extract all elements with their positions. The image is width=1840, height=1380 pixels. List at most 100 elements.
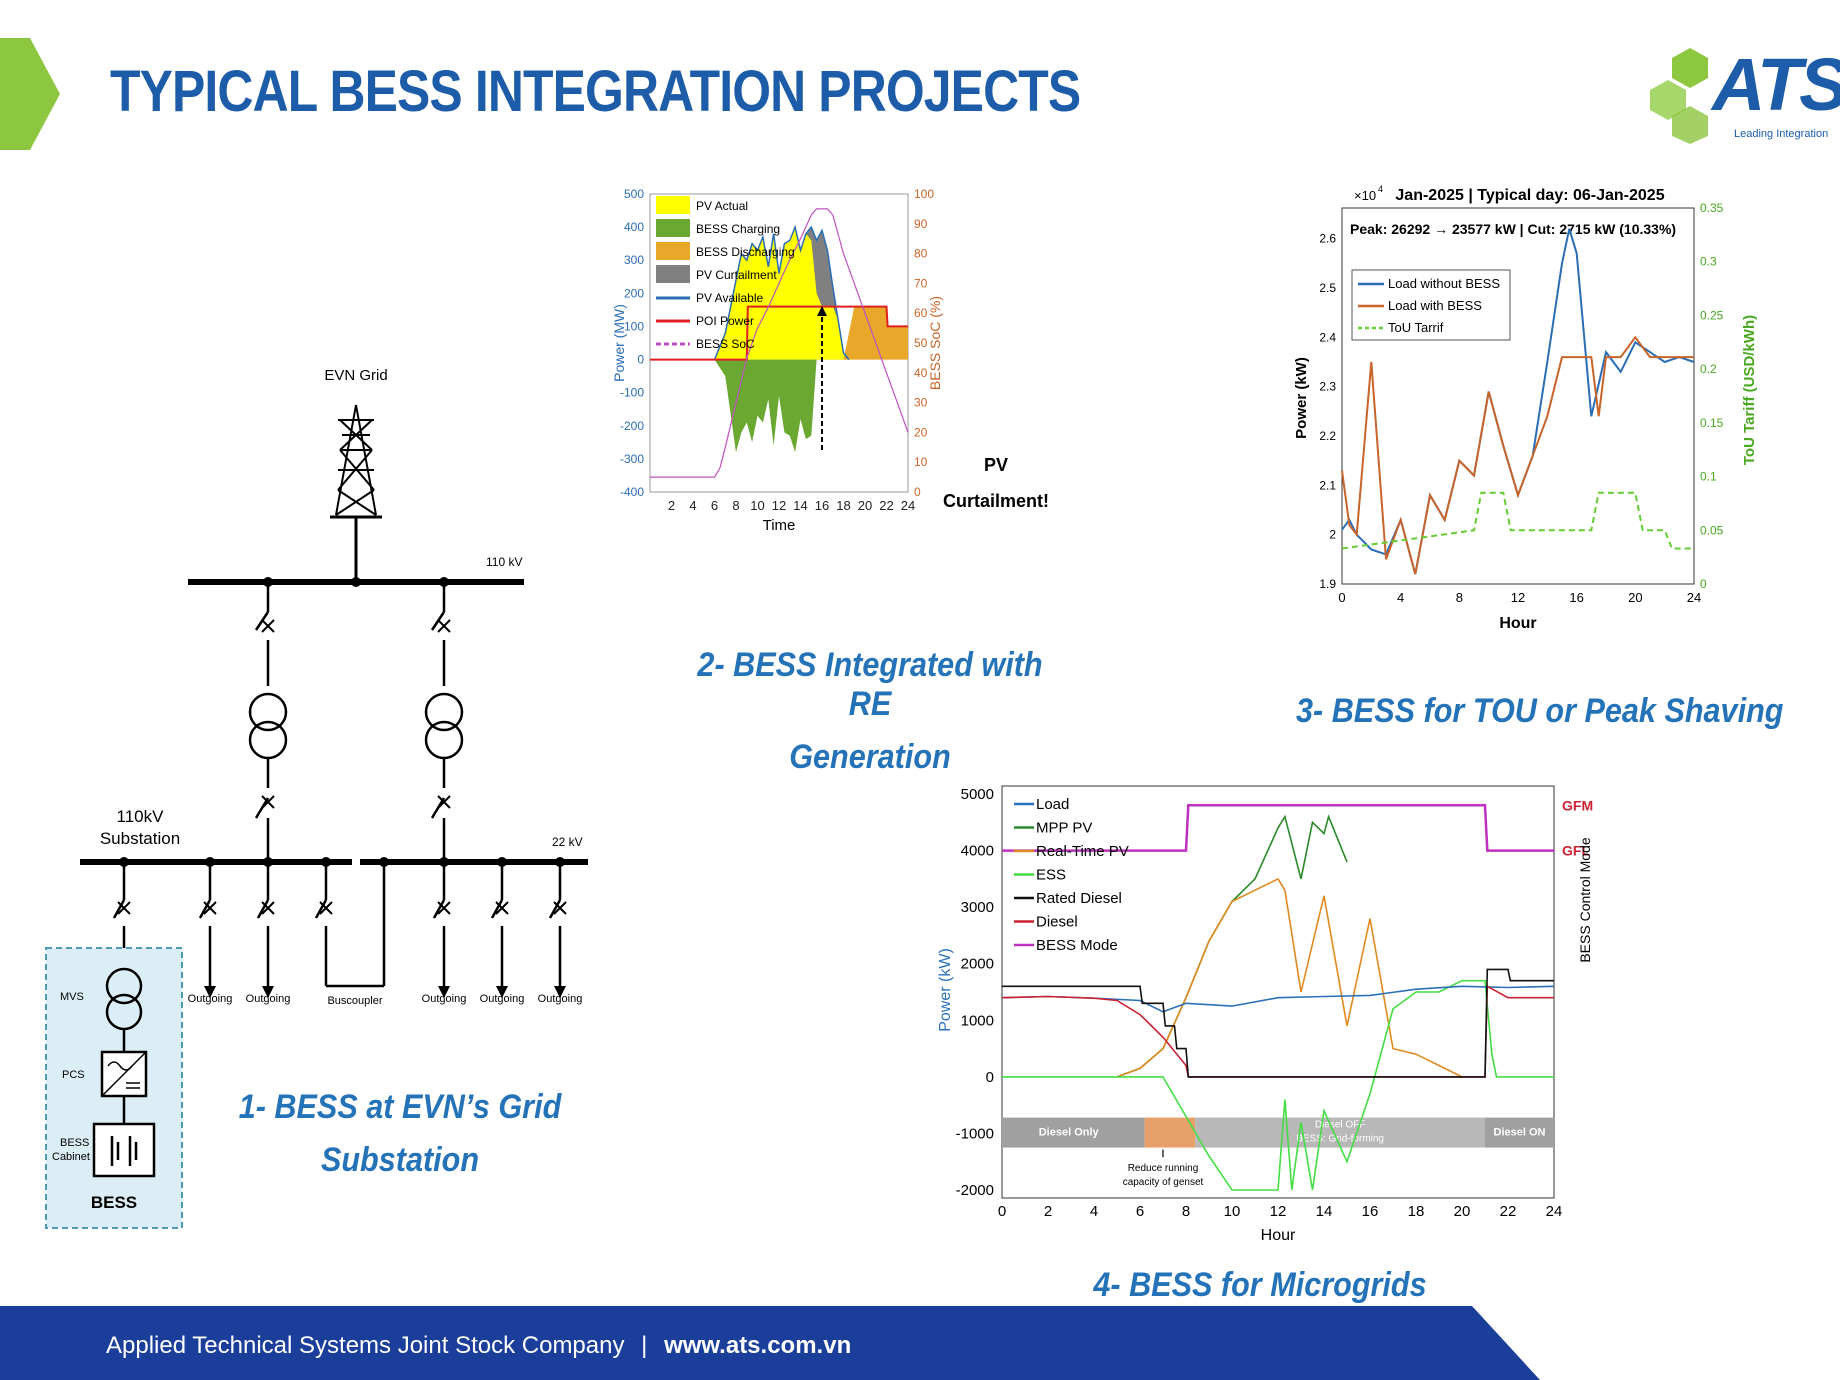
footer-bar: [0, 1306, 1540, 1380]
x-tick-label: 4: [689, 498, 696, 513]
annotation-curtailment: Curtailment!: [943, 491, 1049, 511]
y-tick-label: 4000: [961, 843, 994, 860]
logo-tagline: Leading Integration: [1734, 128, 1829, 140]
logo-text: ATS: [1712, 43, 1840, 126]
outgoing-label: Outgoing: [538, 993, 583, 1005]
x-tick-label: 8: [1182, 1203, 1190, 1220]
y-tick-label: 500: [624, 187, 644, 201]
x-tick-label: 6: [711, 498, 718, 513]
y-tick-label: 2.4: [1319, 330, 1336, 344]
legend-label: PV Actual: [696, 199, 748, 213]
caption-3: 3- BESS for TOU or Peak Shaving: [1296, 692, 1784, 730]
y-tick-label: 1000: [961, 1012, 994, 1029]
x-tick-label: 24: [901, 498, 915, 513]
y2-tick-label: 80: [914, 247, 928, 261]
y-tick-label: -200: [620, 419, 644, 433]
y2-tick-label: 0.25: [1700, 308, 1724, 322]
y-tick-label: 2: [1329, 528, 1336, 542]
y-tick-label: 5000: [961, 786, 994, 803]
x-tick-label: 24: [1546, 1203, 1563, 1220]
x-tick-label: 20: [858, 498, 872, 513]
legend-swatch: [656, 265, 690, 283]
arrow-head-icon: [817, 306, 827, 316]
footer-website-link[interactable]: www.ats.com.vn: [664, 1332, 852, 1359]
legend-label: Real-Time PV: [1036, 843, 1129, 860]
y2-tick-label: 70: [914, 276, 928, 290]
header-accent-chevron: [0, 38, 60, 150]
single-line-diagram: EVN Grid 110 kV 22 kV 110kV Substation M…: [45, 367, 588, 1229]
series-line: [1002, 968, 1554, 1078]
x-tick-label: 2: [668, 498, 675, 513]
x-tick-label: 24: [1687, 590, 1701, 605]
footer-separator: |: [641, 1332, 648, 1359]
caption-2: 2- BESS Integrated with RE Generation: [681, 646, 1059, 777]
y-tick-label: -300: [620, 452, 644, 466]
legend-label: Rated Diesel: [1036, 890, 1122, 907]
annotation-text: Reduce running: [1128, 1163, 1199, 1174]
legend-swatch: [656, 196, 690, 214]
chart-microgrid: Diesel Only Diesel OFF BESS: Grid-forming D…: [937, 785, 1593, 1244]
legend-label: Load: [1036, 796, 1069, 813]
y2-tick-label: 20: [914, 425, 928, 439]
legend-label: ESS: [1036, 867, 1066, 884]
x-tick-label: 20: [1628, 590, 1642, 605]
axis-multiplier: ×10: [1354, 188, 1376, 203]
bess-soc-line: [650, 208, 909, 478]
y2-tick-label: GFL: [1562, 843, 1590, 859]
legend-label: ToU Tarrif: [1388, 320, 1444, 335]
caption-1-line-1: 1- BESS at EVN’s Grid: [238, 1088, 562, 1126]
legend-label: BESS SoC: [696, 337, 755, 351]
battery-icon: [92, 1122, 156, 1178]
pcs-label: PCS: [62, 1069, 85, 1081]
band-diesel-off: [1195, 1117, 1485, 1148]
chart-re-generation: 5004003002001000-100-200-300-40010090807…: [611, 187, 1049, 534]
y-tick-label: 2.1: [1319, 478, 1336, 492]
y2-tick-label: 0.2: [1700, 362, 1717, 376]
legend-label: POI Power: [696, 314, 754, 328]
poi-power-line: [650, 305, 908, 361]
x-tick-label: 16: [815, 498, 829, 513]
grid-label: EVN Grid: [324, 367, 387, 384]
cabinet-label-2: Cabinet: [52, 1151, 90, 1163]
axis-multiplier-exp: 4: [1378, 184, 1383, 194]
outgoing-label: Outgoing: [188, 993, 233, 1005]
y-tick-label: 2.3: [1319, 380, 1336, 394]
y2-tick-label: 90: [914, 217, 928, 231]
chart-annotation: Peak: 26292 → 23577 kW | Cut: 2715 kW (1…: [1350, 221, 1676, 237]
x-tick-label: 8: [732, 498, 739, 513]
y2-axis-label: ToU Tariff (USD/kWh): [1741, 315, 1758, 465]
legend-swatch: [656, 242, 690, 260]
y-tick-label: 2.2: [1319, 429, 1336, 443]
x-tick-label: 0: [1338, 590, 1345, 605]
y-axis-label: Power (kW): [1293, 357, 1310, 439]
y2-tick-label: 50: [914, 336, 928, 350]
y2-tick-label: 0: [914, 485, 921, 499]
y-axis-label: Power (kW): [937, 948, 954, 1032]
legend-label: PV Available: [696, 291, 763, 305]
outgoing-label: Outgoing: [422, 993, 467, 1005]
legend-swatch: [656, 219, 690, 237]
x-tick-label: 20: [1454, 1203, 1471, 1220]
series-line: [1002, 804, 1554, 852]
company-logo: ATS Leading Integration: [1650, 44, 1840, 144]
y2-tick-label: 60: [914, 306, 928, 320]
x-tick-label: 12: [1511, 590, 1525, 605]
bess-charging-area: [714, 359, 817, 453]
x-tick-label: 18: [836, 498, 850, 513]
y2-tick-label: 40: [914, 366, 928, 380]
caption-1: 1- BESS at EVN’s Grid Substation: [220, 1088, 580, 1180]
x-tick-label: 22: [1500, 1203, 1517, 1220]
y-tick-label: 200: [624, 286, 644, 300]
caption-2-line-2: Generation: [789, 738, 951, 776]
pv-available-line: [713, 224, 850, 361]
substation-label-1: 110kV: [117, 807, 165, 826]
x-tick-label: 2: [1044, 1203, 1052, 1220]
bus22-label: 22 kV: [552, 835, 583, 849]
breaker-icons: [261, 619, 451, 809]
y2-tick-label: 0.35: [1700, 201, 1724, 215]
y-tick-label: 100: [624, 319, 644, 333]
y-tick-label: 1.9: [1319, 577, 1336, 591]
legend-label: Load without BESS: [1388, 276, 1500, 291]
caption-4: 4- BESS for Microgrids: [1093, 1266, 1427, 1304]
y2-tick-label: 30: [914, 396, 928, 410]
